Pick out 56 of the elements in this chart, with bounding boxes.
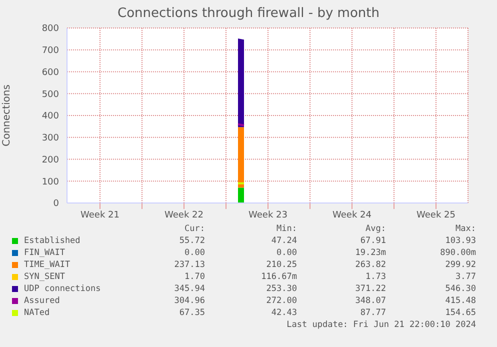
text: 263.82 <box>354 259 386 271</box>
legend-label: Assured <box>24 295 60 307</box>
text: 0.00 <box>276 247 297 259</box>
text: Last update: Fri Jun 21 22:00:10 2024 <box>286 319 476 331</box>
y-tick-label: 200 <box>42 155 60 166</box>
legend-label: TIME_WAIT <box>24 259 70 271</box>
text: 103.93 <box>444 235 476 247</box>
text: 42.43 <box>270 307 297 319</box>
y-tick-label: 600 <box>42 68 60 78</box>
legend-label: UDP connections <box>24 283 101 295</box>
text: 47.24 <box>270 235 297 247</box>
y-tick-label: 400 <box>42 112 60 122</box>
legend-label: FIN_WAIT <box>24 247 65 259</box>
legend-label: Established <box>24 235 80 247</box>
text: 154.65 <box>444 307 476 319</box>
x-tick-label: Week 23 <box>248 210 288 220</box>
y-tick-label: 800 <box>42 24 60 34</box>
text: 0.00 <box>184 247 205 259</box>
y-axis-title: Connections <box>2 84 13 146</box>
text: 304.96 <box>173 295 205 307</box>
x-tick-label: Week 21 <box>80 210 120 220</box>
text: Cur: <box>184 223 205 235</box>
text: 67.91 <box>359 235 386 247</box>
text: 87.77 <box>359 307 386 319</box>
y-tick-label: 100 <box>42 177 60 188</box>
text: 253.30 <box>265 283 297 295</box>
text: Max: <box>454 223 476 235</box>
text: 116.67m <box>260 271 297 283</box>
text: 272.00 <box>265 295 297 307</box>
text: 890.00m <box>439 247 476 259</box>
text: 415.48 <box>444 295 476 307</box>
text: 299.92 <box>444 259 476 271</box>
text: 1.73 <box>364 271 386 283</box>
x-tick-label: Week 24 <box>332 210 372 220</box>
text: Avg: <box>364 223 386 235</box>
y-tick-label: 0 <box>53 199 60 210</box>
legend-label: SYN_SENT <box>24 271 65 283</box>
text: 1.70 <box>184 271 205 283</box>
text: 345.94 <box>173 283 205 295</box>
text: 546.30 <box>444 283 476 295</box>
text: Min: <box>276 223 297 235</box>
chart-title: Connections through firewall - by month <box>116 6 380 21</box>
text: 55.72 <box>178 235 205 247</box>
y-tick-label: 500 <box>42 90 60 100</box>
y-tick-label: 700 <box>42 46 60 56</box>
legend-label: NATed <box>24 307 50 319</box>
text: 19.23m <box>354 247 386 259</box>
text: 210.25 <box>265 259 297 271</box>
text: 371.22 <box>354 283 386 295</box>
text: 237.13 <box>173 259 205 271</box>
x-tick-label: Week 22 <box>164 210 204 220</box>
text: 348.07 <box>354 295 386 307</box>
y-tick-label: 300 <box>42 134 60 144</box>
text: 3.77 <box>454 271 476 283</box>
text: 67.35 <box>178 307 205 319</box>
x-tick-label: Week 25 <box>416 210 456 220</box>
